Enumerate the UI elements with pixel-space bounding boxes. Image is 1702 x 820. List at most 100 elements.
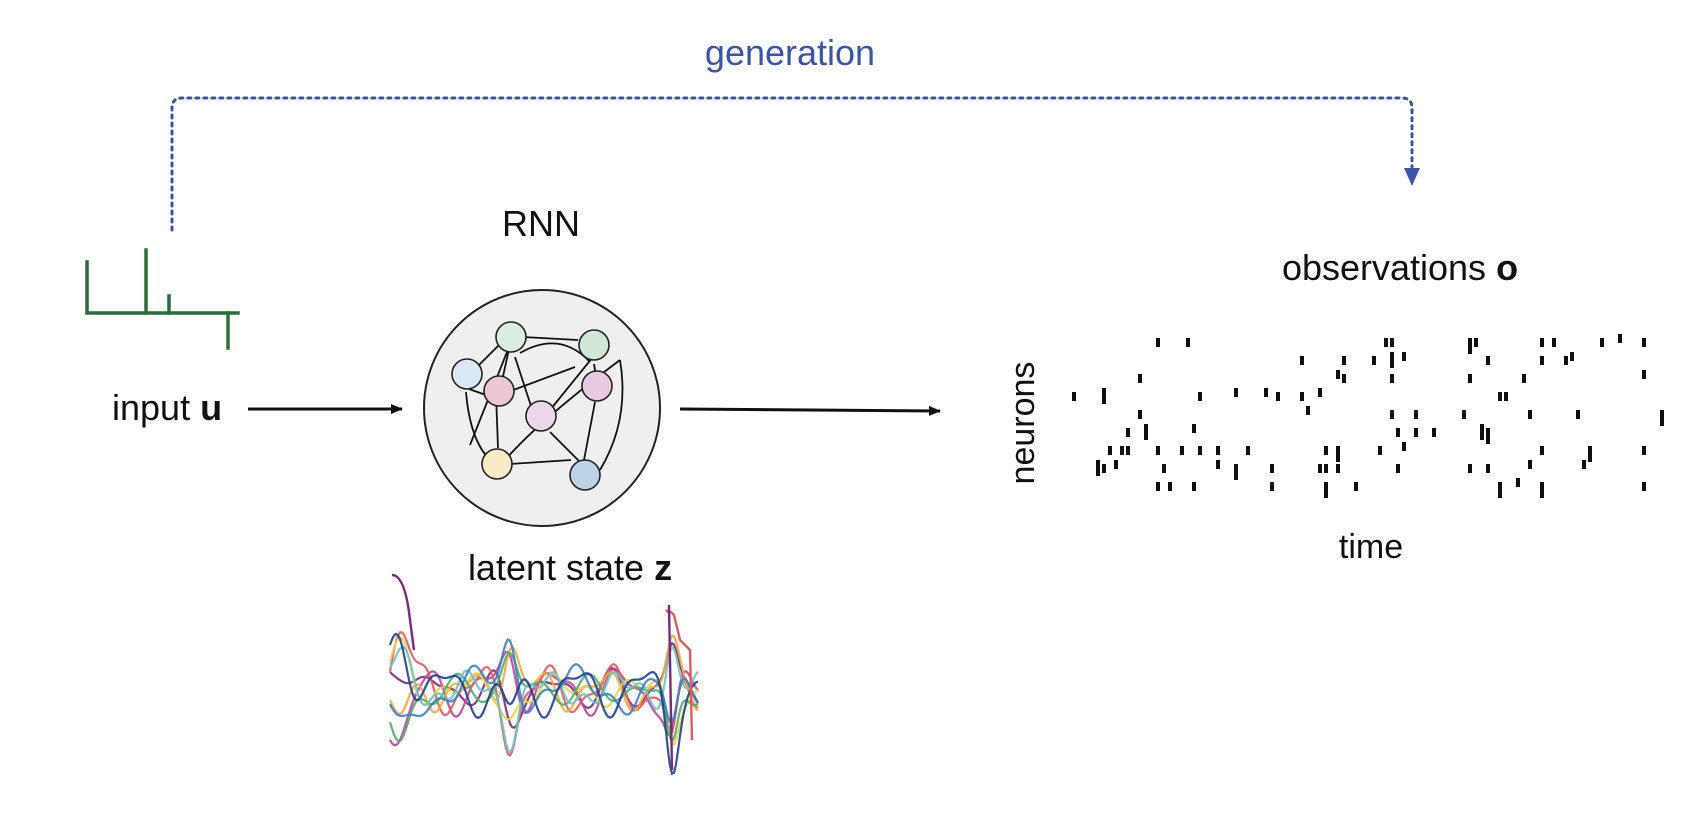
rnn-node: [581, 370, 613, 402]
spike: [1144, 424, 1148, 440]
spike-raster: [1072, 334, 1664, 498]
rnn-to-observations-arrow: [679, 405, 941, 416]
spike: [1600, 338, 1604, 347]
latent-symbol: z: [654, 547, 672, 588]
observations-label-text: observations: [1282, 247, 1496, 288]
spike: [1234, 464, 1238, 480]
spike: [1396, 464, 1400, 473]
spike: [1336, 464, 1340, 473]
spike: [1576, 410, 1580, 419]
spike: [1528, 410, 1532, 419]
spike: [1474, 338, 1478, 347]
spike: [1540, 446, 1544, 455]
spike: [1270, 482, 1274, 491]
spike: [1498, 482, 1502, 498]
latent-trace: [389, 638, 699, 724]
spike: [1114, 460, 1118, 469]
spike: [1318, 388, 1322, 397]
latent-state-traces: [388, 573, 699, 776]
spike: [1378, 446, 1382, 455]
observations-symbol: o: [1496, 247, 1518, 288]
latent-trace: [388, 632, 699, 776]
spike: [1642, 338, 1646, 347]
spike: [1516, 478, 1520, 487]
spike: [1486, 428, 1490, 444]
spike: [1390, 374, 1394, 383]
spike: [1198, 392, 1202, 401]
spike: [1156, 482, 1160, 491]
generation-label: generation: [705, 32, 875, 73]
spike: [1486, 356, 1490, 365]
latent-trace-spike: [391, 573, 416, 651]
spike: [1642, 482, 1646, 491]
spike: [1462, 410, 1466, 419]
spike: [1396, 428, 1400, 437]
input-symbol: u: [200, 387, 222, 428]
latent-trace: [389, 641, 699, 729]
generation-dotted-path: [170, 96, 1414, 232]
spike: [1402, 352, 1406, 361]
spike: [1498, 392, 1502, 401]
spike: [1318, 464, 1322, 473]
spike: [1162, 464, 1166, 473]
spike: [1324, 446, 1328, 455]
spike: [1180, 446, 1184, 455]
generation-arrowhead: [1404, 168, 1420, 186]
spike: [1300, 356, 1304, 365]
rnn-nodes: [451, 321, 613, 491]
spike: [1168, 482, 1172, 491]
spike: [1102, 464, 1106, 473]
spike: [1486, 464, 1490, 473]
spike: [1264, 388, 1268, 397]
rnn-node: [481, 448, 513, 480]
latent-state-label: latent state z: [468, 547, 672, 588]
spike: [1468, 338, 1472, 354]
spike: [1342, 356, 1346, 365]
rnn-node: [483, 375, 515, 407]
spike: [1522, 374, 1526, 383]
spike: [1390, 338, 1394, 347]
spike: [1570, 352, 1574, 361]
spike: [1072, 392, 1076, 401]
spike: [1564, 356, 1568, 365]
spike: [1402, 442, 1406, 451]
latent-label-text: latent state: [468, 547, 654, 588]
spike: [1540, 356, 1544, 365]
observations-label: observations o: [1282, 247, 1518, 288]
spike: [1390, 410, 1394, 419]
spike: [1528, 460, 1532, 469]
spike: [1138, 410, 1142, 419]
spike: [1540, 482, 1544, 498]
spike: [1246, 446, 1250, 455]
rnn-node: [495, 321, 527, 353]
spike: [1324, 482, 1328, 498]
spike: [1102, 388, 1106, 404]
spike: [1504, 392, 1508, 401]
spike: [1192, 482, 1196, 491]
spike: [1468, 464, 1472, 473]
spike: [1324, 464, 1328, 473]
spike: [1156, 446, 1160, 455]
rnn-title: RNN: [502, 203, 580, 244]
spike: [1270, 464, 1274, 473]
spike: [1642, 446, 1646, 455]
spike: [1468, 374, 1472, 383]
spike: [1414, 410, 1418, 419]
spike: [1618, 334, 1622, 343]
spike: [1414, 428, 1418, 437]
rnn-node: [578, 329, 610, 361]
spike: [1642, 370, 1646, 379]
rnn-node: [451, 358, 483, 390]
spike: [1354, 482, 1358, 491]
spike: [1126, 428, 1130, 437]
spike: [1480, 424, 1484, 440]
rnn-network: [423, 289, 661, 527]
spike: [1300, 392, 1304, 401]
spike: [1198, 446, 1202, 455]
rnn-node: [525, 400, 557, 432]
time-axis-label: time: [1339, 528, 1403, 566]
spike: [1342, 374, 1346, 383]
spike: [1552, 338, 1556, 347]
input-baseline: [85, 260, 240, 315]
